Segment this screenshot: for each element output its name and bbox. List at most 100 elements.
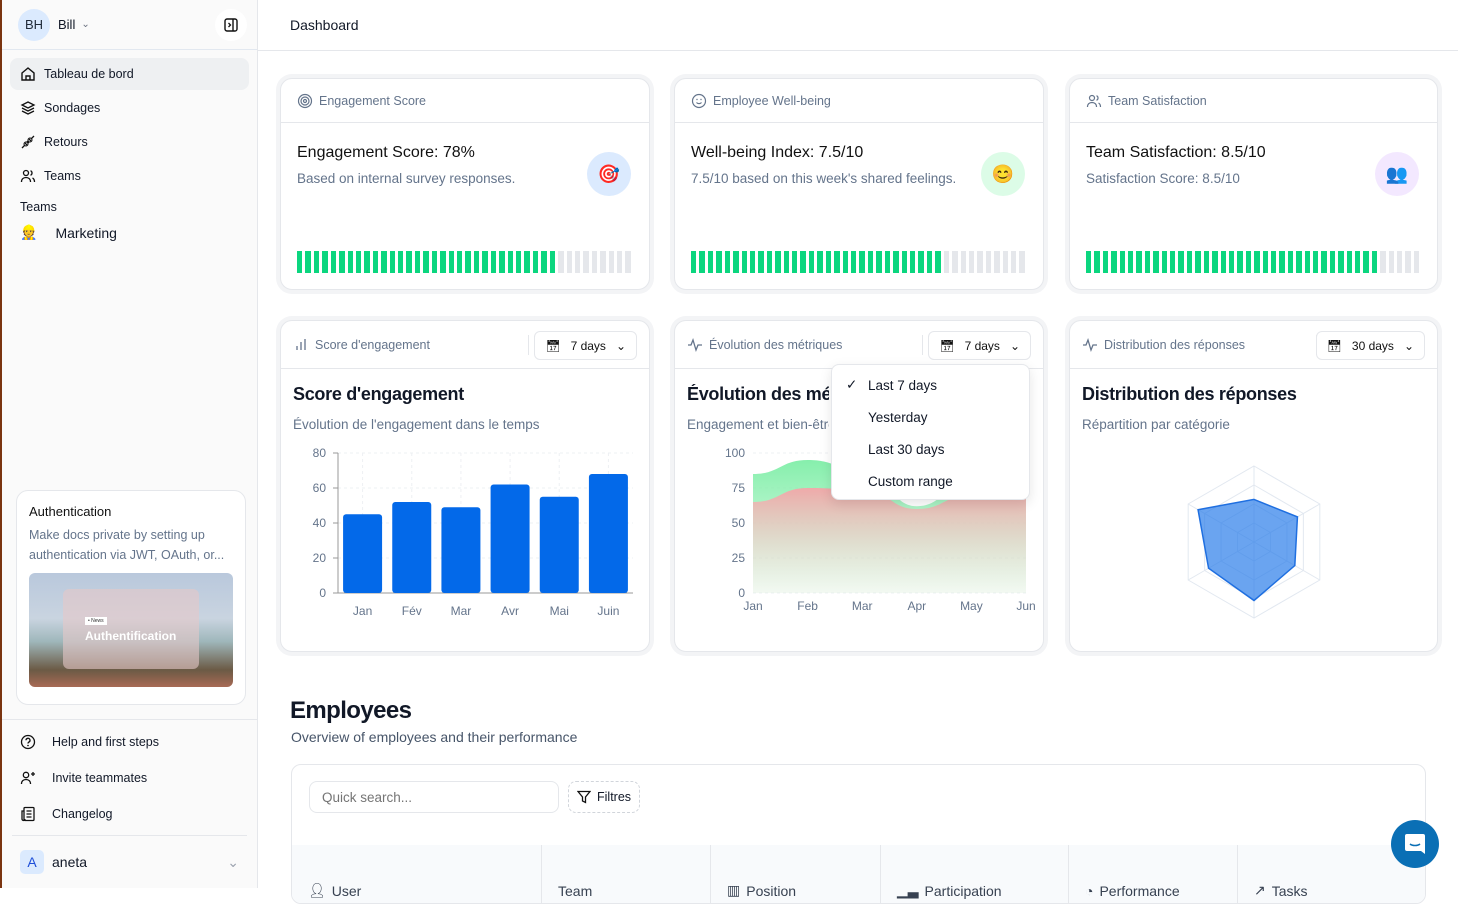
filters-label: Filtres [597,790,632,804]
progress-segment [1203,251,1210,273]
promo-card[interactable]: Authentication Make docs private by sett… [16,490,246,705]
progress-segment [558,251,564,273]
x-tick-label: Mar [852,599,873,613]
card-header-label: Team Satisfaction [1108,93,1207,108]
teams-section-label: Teams [20,200,57,214]
card-header-label: Distribution des réponses [1104,337,1246,352]
progress-segment [625,251,631,273]
range-select[interactable]: 📅︎ 7 days ⌄ [534,331,637,360]
column-performance[interactable]: ◔ Performance [1069,845,1238,903]
item-label: Custom range [868,473,953,489]
quick-search-input[interactable] [309,781,559,813]
x-tick-label: Feb [797,599,818,613]
sidebar-item-surveys[interactable]: Sondages [10,92,249,124]
filters-button[interactable]: Filtres [568,781,641,813]
progress-segment [431,251,438,273]
bar [588,474,628,593]
progress-segment [1329,251,1336,273]
chart-title: Évolution des métriques [687,384,829,404]
changelog-link[interactable]: Changelog [2,796,257,832]
account-name: aneta [52,854,88,870]
dropdown-item-last-7-days[interactable]: ✓ Last 7 days [832,369,1029,401]
chat-icon [1405,834,1425,854]
progress-bar [297,251,631,273]
chat-support-button[interactable] [1391,820,1439,868]
progress-segment [808,251,815,273]
progress-segment [851,251,857,273]
progress-segment [968,251,975,273]
home-icon [21,67,35,81]
progress-segment [297,251,303,273]
promo-image-title: Authentification [85,629,177,643]
progress-segment [825,251,832,273]
kpi-subtitle: Satisfaction Score: 8.5/10 [1086,171,1240,186]
employees-table: Filtres 👤︎ User Team ▥ Position ▁▃ Particip… [291,764,1426,904]
sidebar-item-label: Retours [44,135,88,149]
employees-subtitle: Overview of employees and their performa… [291,729,578,745]
progress-segment [1355,251,1361,273]
x-tick-label: Jun [1016,599,1035,613]
area-series-wellbeing [753,488,1026,593]
column-participation[interactable]: ▁▃ Participation [881,845,1069,903]
progress-segment [389,251,396,273]
progress-segment [876,251,882,273]
engagement-chart-card: Score d'engagement 📅︎ 7 days ⌄ Score d'eng… [280,320,650,652]
progress-segment [691,251,697,273]
team-item-marketing[interactable]: 👷 Marketing [2,220,257,245]
range-value: 30 days [1351,338,1394,353]
people-icon: 👥 [1375,152,1419,196]
item-label: Last 7 days [868,377,938,393]
chevron-down-icon: ⌄ [1009,338,1020,353]
progress-segment [918,251,924,273]
calendar-icon: 📅︎ [1326,338,1342,353]
progress-segment [733,251,739,273]
bar-chart-icon: ▁▃ [897,882,919,898]
range-select[interactable]: 📅︎ 7 days ⌄ [928,331,1031,360]
range-select[interactable]: 📅︎ 30 days ⌄ [1315,331,1425,360]
avatar: BH [18,8,50,41]
progress-segment [398,251,404,273]
range-value: 7 days [570,338,606,353]
chart-subtitle: Répartition par catégorie [1082,417,1230,432]
page-header: Dashboard [258,0,1458,51]
bar [441,507,481,593]
sidebar-toggle-button[interactable] [215,9,247,41]
progress-segment [1405,251,1411,273]
x-tick-label: Fév [402,604,422,618]
progress-segment [834,251,840,273]
x-tick-label: Jan [743,599,762,613]
progress-segment [364,251,370,273]
layers-icon [20,101,36,115]
progress-segment [330,251,337,273]
account-switcher[interactable]: A aneta ⌄ [12,835,247,888]
sidebar-item-dashboard[interactable]: Tableau de bord [10,58,249,90]
x-tick-label: May [960,599,983,613]
newspaper-icon [21,806,35,822]
dropdown-item-last-30-days[interactable]: Last 30 days [832,433,1029,465]
kpi-title: Engagement Score: 78% [297,144,475,161]
sidebar-item-feedback[interactable]: Retours [10,126,249,158]
column-user[interactable]: 👤︎ User [292,845,542,903]
progress-segment [1228,251,1235,273]
sidebar-item-teams[interactable]: Teams [10,160,249,192]
progress-segment [1220,251,1226,273]
user-menu[interactable]: BH Bill ⌄ [2,0,257,50]
progress-segment [423,251,429,273]
range-dropdown-menu: ✓ Last 7 days Yesterday Last 30 days Cust… [831,364,1030,500]
dropdown-item-yesterday[interactable]: Yesterday [832,401,1029,433]
progress-segment [909,251,916,273]
check-icon: ✓ [846,377,858,392]
column-position[interactable]: ▥ Position [711,845,881,903]
dropdown-item-custom-range[interactable]: Custom range [832,465,1029,497]
progress-segment [339,251,345,273]
promo-image-tag: • News [85,617,107,625]
invite-link[interactable]: Invite teammates [2,760,257,796]
column-team[interactable]: Team [542,845,711,903]
progress-segment [800,251,806,273]
progress-segment [608,251,615,273]
x-tick-label: Mai [550,604,569,618]
bar [392,502,432,593]
help-link[interactable]: Help and first steps [2,724,257,760]
radar-area [1197,498,1299,602]
chevron-down-icon: ⌄ [615,338,626,353]
